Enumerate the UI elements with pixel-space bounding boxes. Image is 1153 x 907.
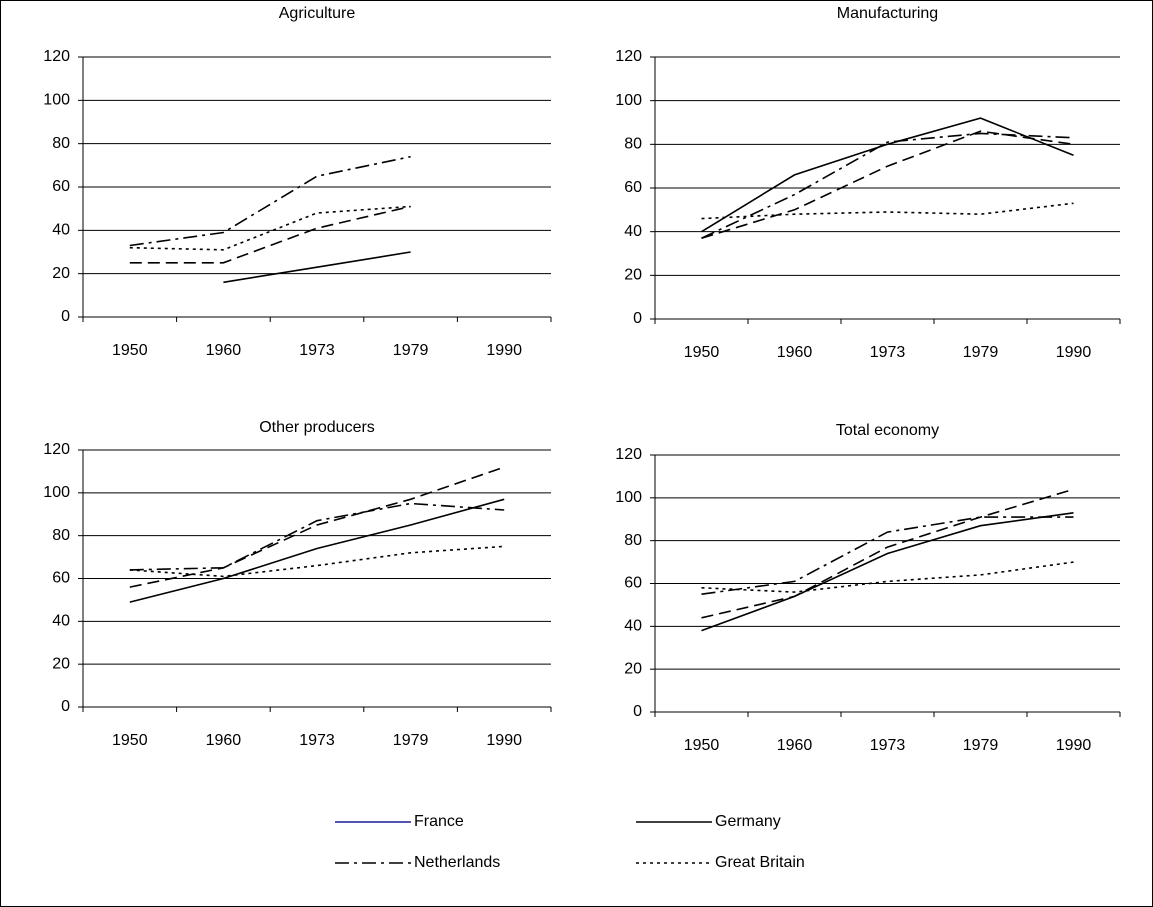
y-tick-label: 20 [624, 660, 642, 677]
x-tick-label: 1960 [777, 344, 813, 361]
y-tick-label: 0 [633, 703, 642, 720]
y-tick-label: 0 [633, 310, 642, 327]
y-tick-label: 60 [52, 178, 70, 195]
x-tick-label: 1960 [777, 737, 813, 754]
series-line [701, 516, 1074, 595]
y-tick-label: 60 [624, 575, 642, 592]
series-line [129, 205, 411, 264]
x-tick-label: 1973 [299, 342, 335, 359]
y-tick-label: 60 [52, 570, 70, 587]
x-tick-label: 1960 [206, 342, 242, 359]
x-tick-label: 1990 [1056, 344, 1092, 361]
y-tick-label: 80 [624, 136, 642, 153]
y-tick-label: 40 [624, 223, 642, 240]
y-tick-label: 20 [52, 655, 70, 672]
series-line [129, 502, 505, 571]
series-line [701, 202, 1074, 220]
series-line [129, 466, 505, 588]
x-tick-label: 1950 [684, 344, 720, 361]
legend-label: France [414, 813, 464, 830]
y-tick-label: 60 [624, 179, 642, 196]
x-tick-label: 1950 [112, 342, 148, 359]
x-tick-label: 1990 [1056, 737, 1092, 754]
x-tick-label: 1979 [393, 342, 429, 359]
x-tick-label: 1979 [963, 344, 999, 361]
y-tick-label: 0 [61, 698, 70, 715]
x-tick-label: 1973 [299, 732, 335, 749]
chart-title: Other producers [259, 419, 375, 436]
chart-title: Total economy [836, 422, 939, 439]
series-line [129, 155, 411, 247]
y-tick-label: 80 [624, 532, 642, 549]
y-tick-label: 120 [43, 441, 70, 458]
y-tick-label: 20 [52, 265, 70, 282]
series-line [701, 117, 1074, 233]
series-line [701, 512, 1074, 632]
legend-label: Great Britain [715, 854, 805, 871]
series-line [129, 498, 505, 603]
x-tick-label: 1990 [486, 732, 522, 749]
series-line [223, 251, 411, 284]
series-line [701, 488, 1074, 619]
x-tick-label: 1950 [112, 732, 148, 749]
y-tick-label: 100 [615, 92, 642, 109]
x-tick-label: 1950 [684, 737, 720, 754]
y-tick-label: 100 [615, 489, 642, 506]
y-tick-label: 120 [43, 48, 70, 65]
legend-label: Germany [715, 813, 781, 830]
x-tick-label: 1979 [393, 732, 429, 749]
y-tick-label: 40 [52, 222, 70, 239]
y-tick-label: 80 [52, 135, 70, 152]
series-line [701, 132, 1074, 239]
y-tick-label: 120 [615, 446, 642, 463]
chart-title: Manufacturing [837, 5, 938, 22]
y-tick-label: 120 [615, 48, 642, 65]
x-tick-label: 1973 [870, 737, 906, 754]
y-tick-label: 80 [52, 527, 70, 544]
y-tick-label: 40 [624, 618, 642, 635]
y-tick-label: 0 [61, 308, 70, 325]
x-tick-label: 1960 [206, 732, 242, 749]
chart-title: Agriculture [279, 5, 356, 22]
x-tick-label: 1990 [486, 342, 522, 359]
y-tick-label: 100 [43, 484, 70, 501]
legend-label: Netherlands [414, 854, 500, 871]
y-tick-label: 100 [43, 92, 70, 109]
x-tick-label: 1979 [963, 737, 999, 754]
y-tick-label: 40 [52, 613, 70, 630]
y-tick-label: 20 [624, 267, 642, 284]
x-tick-label: 1973 [870, 344, 906, 361]
